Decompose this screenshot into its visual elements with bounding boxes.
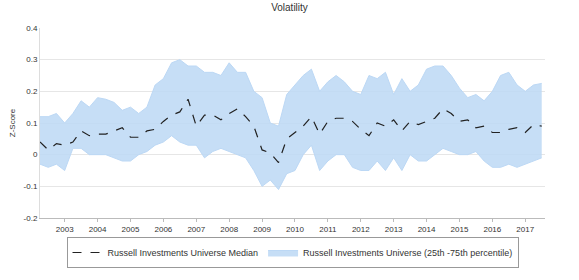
svg-text:2014: 2014: [418, 225, 436, 234]
svg-text:2005: 2005: [122, 225, 140, 234]
svg-text:Z-Score: Z-Score: [8, 108, 17, 137]
svg-text:2010: 2010: [286, 225, 304, 234]
svg-text:-0.2: -0.2: [24, 214, 38, 223]
svg-text:2012: 2012: [352, 225, 370, 234]
svg-text:2013: 2013: [385, 225, 403, 234]
svg-text:2004: 2004: [89, 225, 107, 234]
svg-text:Russell Investments Universe (: Russell Investments Universe (25th -75th…: [303, 248, 512, 258]
svg-text:2017: 2017: [516, 225, 534, 234]
svg-text:2007: 2007: [187, 225, 205, 234]
svg-text:0: 0: [33, 150, 38, 159]
svg-text:2016: 2016: [483, 225, 501, 234]
svg-text:2008: 2008: [220, 225, 238, 234]
svg-text:2011: 2011: [319, 225, 337, 234]
svg-text:0.3: 0.3: [26, 55, 38, 64]
svg-text:2015: 2015: [451, 225, 469, 234]
svg-text:2006: 2006: [154, 225, 172, 234]
svg-text:0.1: 0.1: [26, 119, 38, 128]
svg-text:2003: 2003: [56, 225, 74, 234]
svg-text:Russell Investments Universe M: Russell Investments Universe Median: [108, 248, 259, 258]
svg-text:0.4: 0.4: [26, 24, 38, 33]
svg-text:0.2: 0.2: [26, 87, 38, 96]
svg-text:-0.1: -0.1: [24, 182, 38, 191]
svg-text:Volatility: Volatility: [271, 2, 308, 13]
svg-text:2009: 2009: [253, 225, 271, 234]
